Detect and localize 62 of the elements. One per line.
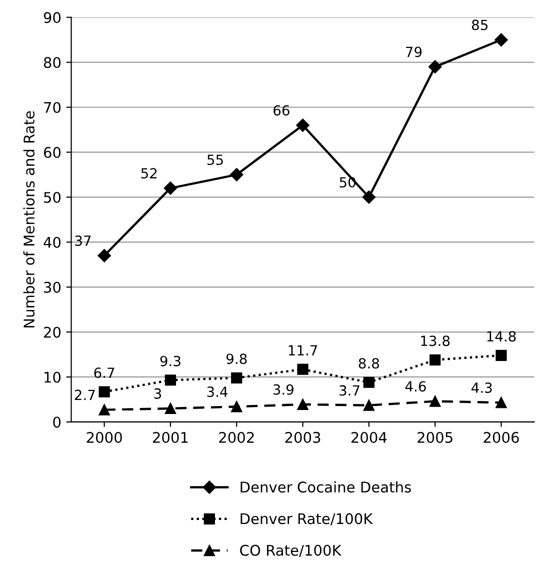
- point: [230, 168, 244, 182]
- x-tick-label: 2005: [418, 432, 452, 443]
- point: [164, 402, 176, 414]
- point: [430, 396, 441, 407]
- y-tick-label: 40: [44, 236, 61, 248]
- point: [98, 404, 110, 416]
- legend-label: Denver Cocaine Deaths: [240, 481, 411, 493]
- data-label: 9.8: [226, 354, 247, 364]
- data-label: 14.8: [487, 331, 516, 342]
- y-tick-label: 90: [44, 12, 61, 24]
- point: [296, 118, 310, 132]
- data-label: 6.7: [94, 368, 114, 378]
- data-label: 8.8: [358, 358, 380, 369]
- point: [164, 182, 178, 195]
- point: [297, 398, 308, 410]
- data-label: 3.4: [207, 386, 228, 398]
- point: [164, 374, 176, 386]
- data-label: 4.6: [405, 381, 426, 392]
- legend-label: Denver Rate/100K: [240, 513, 374, 526]
- point: [98, 386, 110, 398]
- x-tick-label: 2003: [285, 432, 320, 443]
- point: [363, 400, 374, 411]
- data-label: 13.8: [421, 336, 450, 346]
- data-label: 3.9: [273, 384, 294, 395]
- y-axis-title: Number of Mentions and Rate: [23, 111, 35, 328]
- point: [496, 350, 507, 361]
- x-tick-label: 2001: [152, 432, 188, 443]
- point: [231, 372, 242, 384]
- y-tick-label: 50: [44, 192, 61, 203]
- data-label: 55: [208, 154, 223, 166]
- x-tick-label: 2000: [86, 432, 122, 443]
- y-tick-label: 10: [44, 372, 61, 383]
- data-label: 52: [141, 168, 157, 179]
- data-label: 66: [274, 105, 290, 116]
- data-label: 11.7: [288, 345, 318, 356]
- data-label: 2.7: [74, 390, 95, 400]
- point: [496, 397, 507, 408]
- x-tick-label: 2006: [484, 432, 519, 443]
- point: [428, 60, 442, 74]
- point: [98, 249, 111, 262]
- data-label: 9.3: [160, 356, 180, 366]
- data-label: 3.7: [340, 385, 360, 396]
- data-label: 3: [154, 388, 162, 399]
- point: [297, 364, 308, 375]
- point: [494, 33, 508, 46]
- x-tick-label: 2002: [219, 432, 254, 443]
- data-label: 85: [472, 20, 488, 30]
- data-label: 37: [75, 235, 91, 246]
- point: [231, 401, 242, 412]
- y-tick-label: 60: [44, 146, 61, 158]
- y-tick-label: 20: [44, 326, 61, 338]
- point: [362, 190, 376, 204]
- legend-label: CO Rate/100K: [240, 544, 342, 557]
- point: [430, 354, 441, 366]
- x-tick-label: 2004: [351, 432, 387, 443]
- y-tick-label: 80: [44, 57, 61, 68]
- point: [363, 376, 374, 388]
- y-tick-label: 30: [44, 282, 61, 293]
- data-label: 79: [406, 46, 422, 58]
- data-label: 4.3: [471, 382, 492, 393]
- y-tick-label: 0: [53, 416, 61, 428]
- y-tick-label: 70: [44, 102, 61, 113]
